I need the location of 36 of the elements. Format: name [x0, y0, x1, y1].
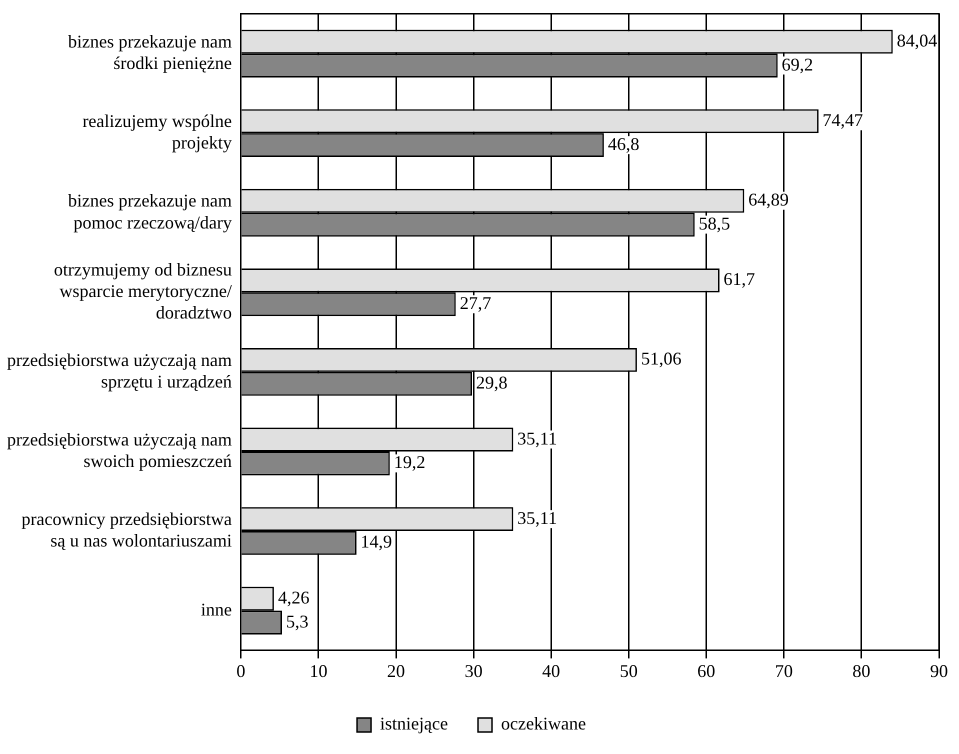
data-label: 74,47: [822, 110, 864, 130]
y-tick-label: biznes przekazuje nam pomoc rzeczową/dary: [68, 190, 232, 232]
x-tick-label: 10: [309, 660, 328, 681]
legend-label: oczekiwane: [501, 714, 586, 734]
data-label: 27,7: [460, 292, 492, 313]
y-tick-label: przedsiębiorstwa użyczają nam swoich pomieszczeń: [6, 429, 232, 471]
data-label: 5,3: [286, 611, 309, 632]
x-tick-label: 80: [852, 660, 870, 681]
data-label: 64,89: [748, 190, 789, 210]
data-label: 69,2: [782, 54, 814, 74]
y-tick-label: biznes przekazuje nam środki pieniężne: [68, 32, 232, 74]
x-tick-label: 0: [236, 660, 246, 681]
data-label: 14,9: [360, 532, 392, 552]
data-label: 19,2: [394, 452, 426, 472]
y-tick-label: realizujemy wspólne projekty: [82, 111, 232, 153]
data-label: 35,11: [517, 508, 558, 528]
data-label: 35,11: [517, 428, 558, 448]
data-label: 58,5: [698, 213, 730, 234]
y-tick-label: przedsiębiorstwa użyczają nam sprzętu i urządzeń: [6, 350, 232, 392]
x-tick-label: 50: [620, 660, 638, 681]
data-label: 29,8: [476, 372, 508, 393]
x-tick-label: 90: [930, 660, 948, 681]
x-tick-label: 20: [387, 660, 406, 681]
data-label: 4,26: [278, 587, 310, 608]
x-tick-label: 40: [542, 660, 560, 681]
data-label: 51,06: [640, 348, 682, 369]
x-tick-label: 60: [697, 660, 716, 681]
y-tick-label: inne: [200, 599, 232, 620]
data-label: 61,7: [723, 269, 755, 290]
legend-label: istniejące: [380, 714, 448, 734]
data-label: 46,8: [608, 134, 640, 154]
y-tick-label: otrzymujemy od biznesu wsparcie merytoryczne/ doradztwo: [54, 259, 232, 323]
x-tick-label: 70: [774, 660, 793, 681]
x-tick-label: 30: [464, 660, 483, 681]
y-tick-label: pracownicy przedsiębiorstwa są u nas wolontariuszami: [21, 508, 232, 551]
data-label: 84,04: [896, 30, 938, 50]
